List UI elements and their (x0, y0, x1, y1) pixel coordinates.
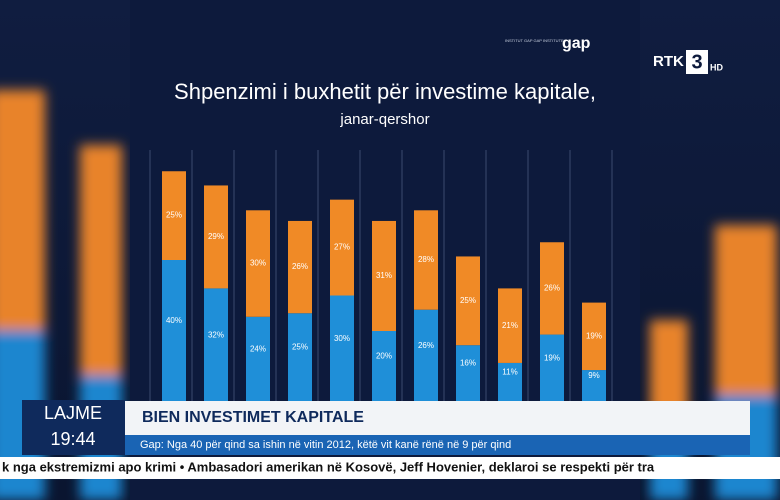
value-label: 24% (250, 345, 266, 354)
bar-segment (540, 334, 564, 402)
value-label: 25% (460, 296, 476, 305)
value-label: 19% (586, 331, 602, 340)
value-label: 21% (502, 321, 518, 330)
bar-segment (414, 309, 438, 402)
bar-segment (498, 362, 522, 402)
bar-segment (162, 171, 186, 260)
bar-segment (330, 295, 354, 402)
bar-segment (582, 302, 606, 371)
value-label: 11% (502, 368, 517, 377)
bar-segment (582, 370, 606, 402)
value-label: 30% (334, 334, 350, 343)
channel-hd: HD (710, 62, 723, 72)
bar-segment (372, 220, 396, 331)
bar-segment (246, 210, 270, 317)
bar-segment (414, 210, 438, 310)
value-label: 25% (166, 211, 182, 220)
headline-bar (125, 401, 750, 435)
value-label: 28% (418, 255, 434, 264)
lower-third: LAJME 19:44 BIEN INVESTIMET KAPITALE Gap… (0, 400, 780, 479)
bar-segment (456, 256, 480, 346)
channel-logo: RTK (653, 53, 684, 70)
bar-segment (246, 316, 270, 402)
chart-subtitle: janar-qershor (339, 111, 429, 128)
program-name: LAJME (44, 403, 102, 423)
channel-box (686, 50, 708, 74)
value-label: 27% (334, 243, 350, 252)
bar-segment (162, 260, 186, 402)
value-label: 30% (250, 259, 266, 268)
value-label: 25% (292, 343, 308, 352)
bar-segment (204, 185, 228, 289)
gap-logo: gap (562, 35, 591, 52)
institute-logo: INSTITUT GAP GAP INSTITUTE (505, 38, 564, 43)
ticker: k nga ekstremizmi apo krimi • Ambasadori… (2, 459, 655, 474)
bar-segment (204, 288, 228, 402)
value-label: 26% (418, 341, 434, 350)
program-box (22, 400, 125, 455)
value-label: 26% (544, 284, 560, 293)
bar-segment (540, 242, 564, 335)
chart-title: Shpenzimi i buxhetit për investime kapit… (174, 79, 596, 104)
bar-segment (288, 313, 312, 402)
value-label: 32% (208, 330, 224, 339)
channel-number: 3 (691, 51, 702, 73)
value-label: 9% (588, 371, 600, 380)
value-label: 31% (376, 271, 392, 280)
value-label: 20% (376, 352, 392, 361)
bar-segment (456, 345, 480, 402)
value-label: 26% (292, 262, 308, 271)
subline: Gap: Nga 40 për qind sa ishin në vitin 2… (140, 439, 511, 451)
value-label: 40% (166, 316, 182, 325)
bar-segment (372, 331, 396, 402)
clock: 19:44 (50, 429, 95, 449)
value-label: 16% (460, 359, 476, 368)
ticker-bar (0, 457, 780, 479)
headline: BIEN INVESTIMET KAPITALE (142, 409, 364, 426)
subline-bar (125, 435, 750, 455)
value-label: 19% (544, 353, 560, 362)
bar-segment (498, 288, 522, 363)
bar-segment (330, 199, 354, 296)
value-label: 29% (208, 232, 224, 241)
chart: 40% 25% 32% 29% 24% 30% 25% 26% 30% 27% 20% 31% 26% 2… (149, 150, 613, 402)
bar-segment (288, 220, 312, 314)
